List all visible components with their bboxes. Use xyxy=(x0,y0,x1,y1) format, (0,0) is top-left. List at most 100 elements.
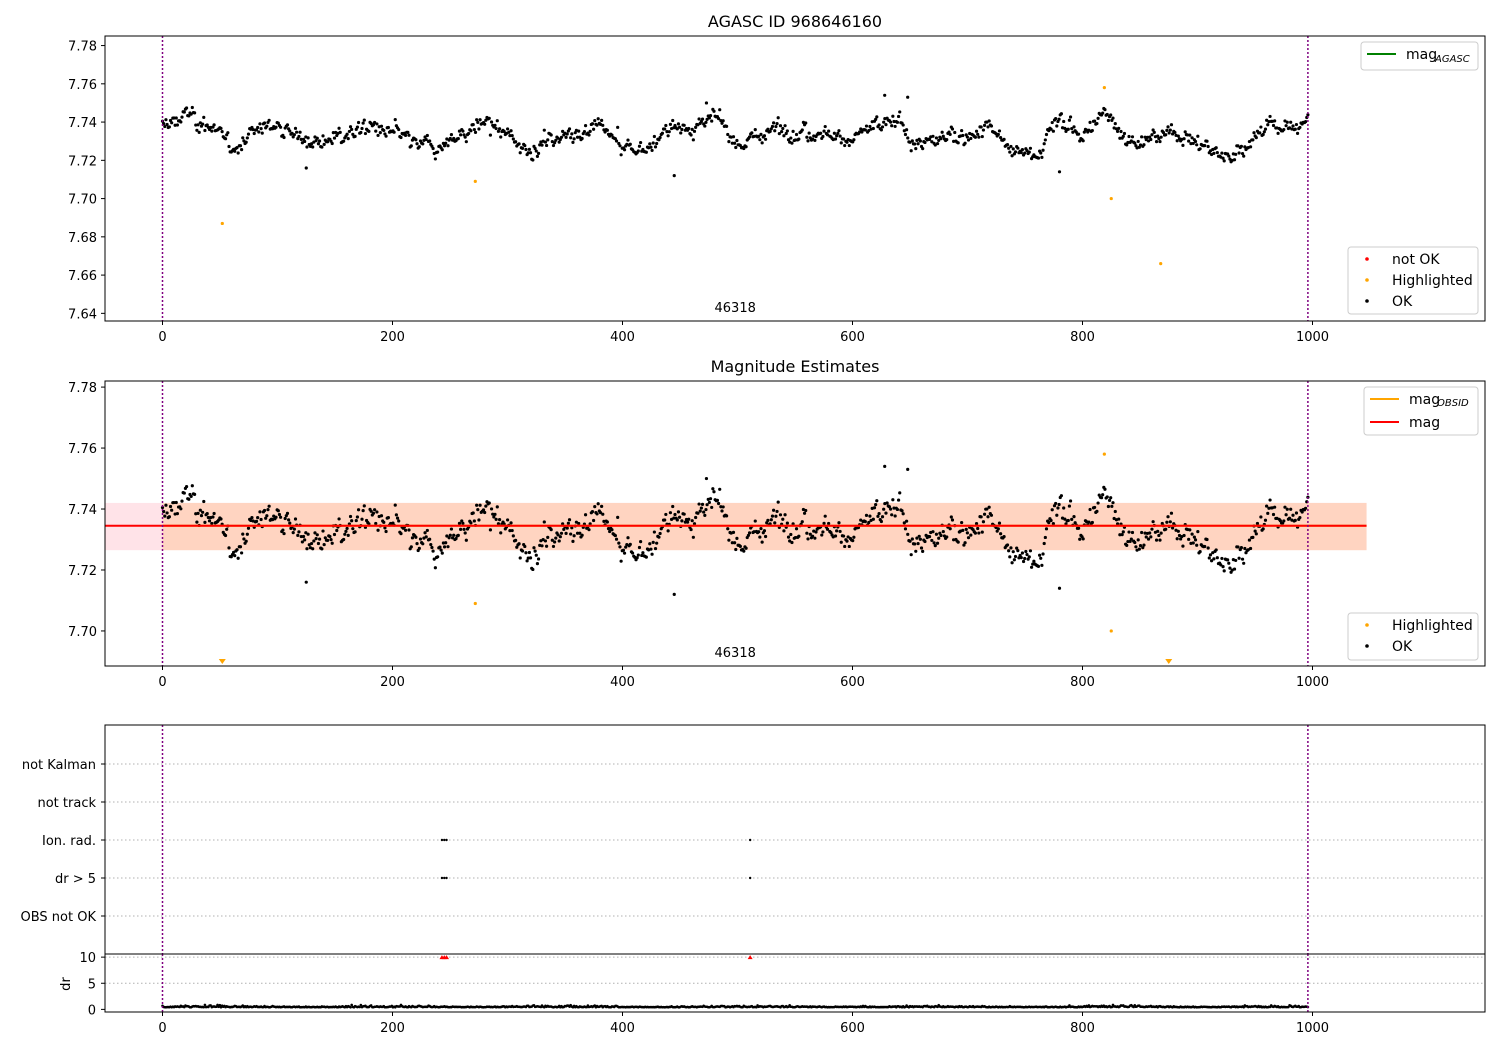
ok-point xyxy=(671,118,675,123)
ok-point xyxy=(244,539,248,543)
ok-point xyxy=(760,540,764,544)
ok-point xyxy=(858,130,862,134)
ok-point xyxy=(953,130,957,135)
ok-point xyxy=(930,140,934,144)
ok-point xyxy=(888,120,893,124)
ok-point xyxy=(448,533,452,537)
ok-point xyxy=(1099,496,1104,500)
ok-point xyxy=(941,529,945,534)
ok-point xyxy=(810,534,815,538)
ok-point xyxy=(1081,537,1085,541)
ok-point xyxy=(785,129,789,133)
ok-point xyxy=(1183,130,1187,134)
ok-point xyxy=(1070,126,1074,131)
ok-point xyxy=(1044,527,1049,531)
ok-point xyxy=(747,531,752,535)
ok-point xyxy=(536,557,541,561)
ok-point xyxy=(813,138,817,142)
ok-point xyxy=(1090,520,1094,525)
legend-ok-label: OK xyxy=(1392,294,1413,310)
ok-point xyxy=(770,514,775,518)
ok-point xyxy=(1041,552,1045,556)
ok-point xyxy=(877,511,881,516)
ok-point xyxy=(821,530,825,534)
ok-point xyxy=(667,130,671,134)
ok-point xyxy=(927,137,932,141)
ok-point xyxy=(843,544,847,549)
ok-point xyxy=(414,138,418,142)
ok-point xyxy=(1169,123,1174,127)
ok-point xyxy=(950,127,955,131)
ok-point xyxy=(895,120,900,124)
ok-point xyxy=(725,124,729,128)
ok-point xyxy=(1168,128,1172,132)
ok-point xyxy=(782,134,786,138)
ok-point xyxy=(973,531,978,535)
ok-point xyxy=(1130,135,1135,139)
ok-point xyxy=(212,511,216,516)
ok-point xyxy=(510,528,514,533)
ok-point xyxy=(898,110,902,114)
ok-point xyxy=(374,521,378,526)
ok-point xyxy=(1111,116,1115,120)
ok-point xyxy=(1228,566,1232,570)
ok-point xyxy=(196,123,200,127)
ok-point xyxy=(449,133,454,137)
ok-point xyxy=(235,146,239,150)
ok-point xyxy=(464,538,468,542)
ok-point xyxy=(805,135,809,139)
ok-point xyxy=(624,545,628,549)
ok-point xyxy=(1119,129,1123,134)
ok-point xyxy=(182,491,186,495)
ok-point xyxy=(304,166,308,170)
ok-point xyxy=(791,522,795,526)
ok-point xyxy=(320,547,324,551)
ok-point xyxy=(641,551,645,555)
flag-point xyxy=(443,876,446,880)
ok-point xyxy=(226,131,230,135)
ok-point xyxy=(694,125,698,129)
ok-point xyxy=(282,135,286,140)
ok-point xyxy=(306,532,310,536)
ok-point xyxy=(514,538,518,542)
highlighted-point xyxy=(473,179,477,183)
ok-point xyxy=(238,545,243,549)
ok-point xyxy=(407,528,411,532)
dr-capped-marker xyxy=(747,955,753,960)
ok-point xyxy=(335,528,339,533)
ok-point xyxy=(874,503,878,507)
ok-point xyxy=(409,144,413,148)
ok-point xyxy=(1263,518,1268,522)
ok-point xyxy=(781,126,785,131)
ok-point xyxy=(595,123,599,127)
ok-point xyxy=(1214,548,1218,552)
ok-point xyxy=(1081,139,1085,143)
ok-point xyxy=(1266,123,1270,127)
ok-point xyxy=(884,511,888,515)
ok-point xyxy=(618,545,622,549)
ok-point xyxy=(1072,515,1076,519)
ok-point xyxy=(1234,152,1238,156)
ok-point xyxy=(433,157,437,161)
ok-point xyxy=(622,551,627,555)
ok-point xyxy=(763,137,768,141)
ok-point xyxy=(175,123,180,127)
ok-point xyxy=(664,512,668,517)
ok-point xyxy=(871,517,875,521)
ok-point xyxy=(326,538,330,542)
ok-point xyxy=(1121,530,1125,534)
ok-point xyxy=(316,142,321,146)
ok-point xyxy=(184,106,189,110)
ok-point xyxy=(718,487,722,491)
ok-point xyxy=(1013,150,1018,154)
ok-point xyxy=(875,115,879,119)
ok-point xyxy=(1188,528,1192,532)
ok-point xyxy=(583,124,588,128)
highlighted-point xyxy=(1102,86,1106,90)
ok-point xyxy=(587,528,591,532)
ok-point xyxy=(362,118,366,122)
ok-point xyxy=(934,532,939,536)
ok-point xyxy=(242,139,246,143)
ok-point xyxy=(593,505,597,509)
ok-point xyxy=(1140,135,1144,139)
